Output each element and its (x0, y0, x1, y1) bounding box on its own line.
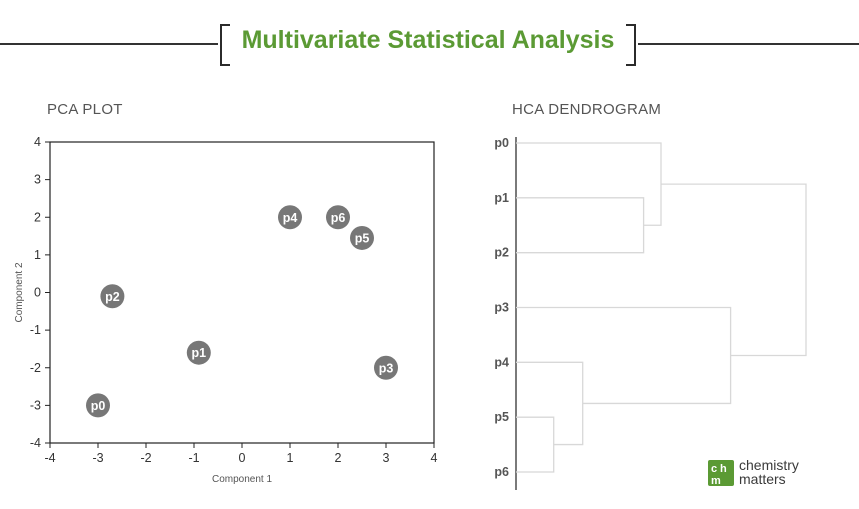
x-tick-label: 1 (287, 451, 294, 465)
data-point-label-p5: p5 (355, 231, 370, 245)
data-point-p2 (100, 284, 125, 309)
y-tick-label: 4 (34, 135, 41, 149)
pca-section-title: PCA PLOT (47, 101, 123, 118)
data-point-p3 (374, 355, 398, 380)
data-point-p5 (350, 225, 374, 250)
data-point-p1 (186, 340, 211, 365)
svg-text:m: m (711, 475, 721, 486)
page-title: Multivariate Statistical Analysis (241, 26, 615, 54)
data-point-p6 (326, 205, 350, 230)
merge-link-p0-p1-p2-p3-p4-p5-p6 (661, 183, 807, 357)
chemistry-matters-logo: c h m chemistry matters (708, 458, 818, 488)
merge-link-p0-p1-p2 (516, 142, 662, 226)
data-point-label-p3: p3 (379, 361, 394, 375)
data-point-label-p1: p1 (192, 346, 207, 360)
hca-section-title: HCA DENDROGRAM (512, 101, 662, 118)
merge-link-p3-p4-p5-p6 (516, 306, 732, 405)
hca-dendrogram: p0 p1 p2 p3 p4 p5 p6 (494, 136, 807, 490)
y-axis-label: Component 2 (14, 262, 25, 322)
leaf-label-p4: p4 (494, 355, 509, 369)
title-bracket-left (220, 24, 230, 66)
merge-link-p4-p5-p6 (516, 361, 584, 446)
x-tick-label: 3 (383, 451, 390, 465)
header-rule-left (0, 43, 218, 45)
logo-line-2: matters (739, 471, 786, 487)
x-tick-label: -2 (140, 451, 151, 465)
y-tick-label: -2 (30, 361, 41, 375)
data-point-p4 (278, 205, 302, 230)
logo-line-1: chemistry (739, 457, 799, 473)
logo-icon: c h m (708, 460, 734, 486)
x-tick-label: 2 (335, 451, 342, 465)
svg-text:h: h (720, 463, 727, 475)
header-rule-right (638, 43, 859, 45)
leaf-label-p3: p3 (494, 301, 509, 315)
leaf-label-p6: p6 (494, 465, 509, 479)
x-tick-label: 4 (431, 451, 438, 465)
leaf-label-p5: p5 (494, 410, 509, 424)
merge-link-p5-p6 (516, 416, 555, 473)
title-bracket-right (626, 24, 636, 66)
svg-text:c: c (711, 463, 717, 475)
x-tick-label: 0 (239, 451, 246, 465)
data-point-label-p6: p6 (331, 211, 346, 225)
data-point-label-p0: p0 (91, 399, 106, 413)
y-tick-label: -1 (30, 323, 41, 337)
y-tick-label: 1 (34, 248, 41, 262)
pca-plot: -4 -3 -2 -1 0 1 2 3 4 4 3 2 1 0 -1 -2 -3 -4 Component 1 Com… (14, 135, 438, 485)
leaf-label-p1: p1 (494, 191, 509, 205)
data-point-label-p2: p2 (105, 290, 120, 304)
y-tick-label: -3 (30, 398, 41, 412)
x-tick-label: -1 (188, 451, 199, 465)
y-tick-label: 2 (34, 210, 41, 224)
x-axis-label: Component 1 (212, 474, 272, 485)
x-tick-label: -3 (92, 451, 103, 465)
merge-link-p1-p2 (516, 197, 645, 254)
leaf-label-p2: p2 (494, 246, 509, 260)
data-point-label-p4: p4 (283, 211, 298, 225)
data-point-p0 (86, 393, 110, 418)
y-tick-label: 3 (34, 173, 41, 187)
logo-text: chemistry matters (739, 458, 799, 486)
leaf-label-p0: p0 (494, 136, 509, 150)
y-tick-label: -4 (30, 436, 41, 450)
y-tick-label: 0 (34, 286, 41, 300)
x-tick-label: -4 (44, 451, 55, 465)
